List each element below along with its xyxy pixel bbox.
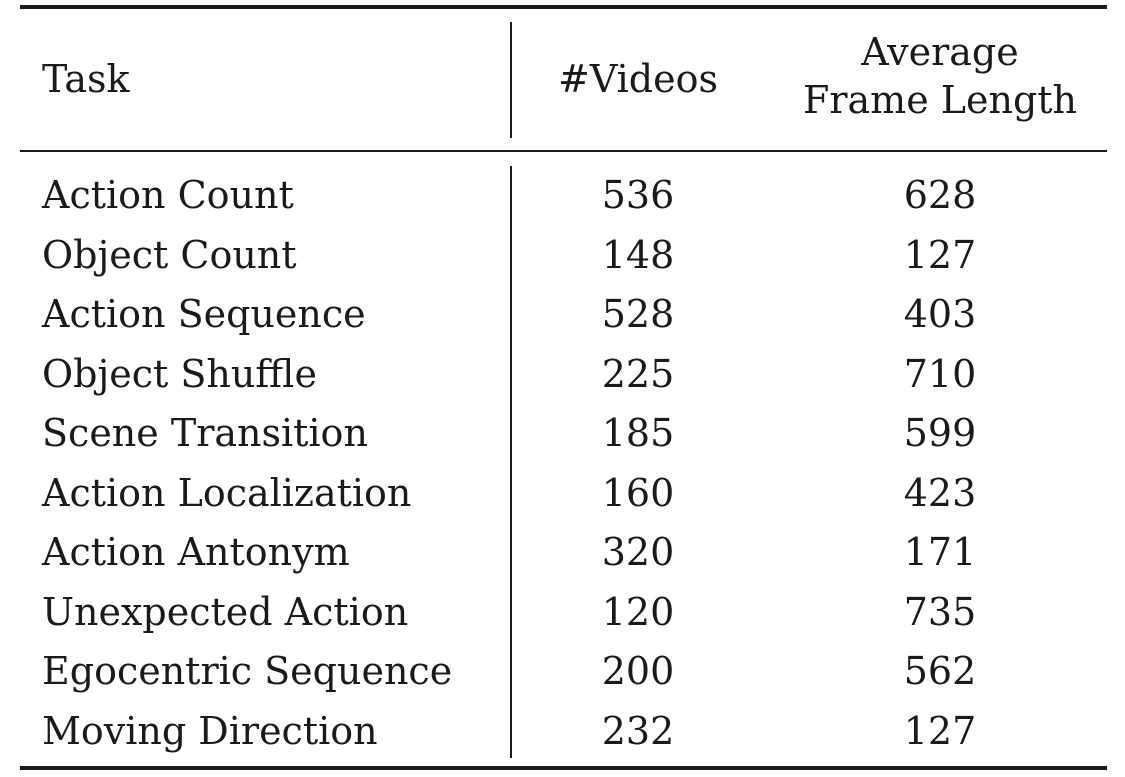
cell-task: Action Sequence — [42, 292, 366, 336]
table-row: Moving Direction 232 127 — [0, 702, 1125, 762]
cell-task: Moving Direction — [42, 708, 378, 753]
bottom-rule — [20, 766, 1107, 770]
header-average-frame-length: Average Frame Length — [780, 28, 1100, 124]
table-row: Action Count 536 628 — [0, 166, 1125, 226]
cell-videos: 160 — [601, 470, 675, 515]
cell-frame-length: 710 — [903, 351, 977, 396]
cell-task: Action Antonym — [42, 530, 350, 574]
cell-frame-length: 735 — [903, 589, 977, 634]
header-frame-line2: Frame Length — [802, 78, 1078, 122]
top-rule — [20, 5, 1107, 9]
body-column-separator — [510, 166, 512, 758]
cell-frame-length: 562 — [903, 649, 977, 693]
cell-videos: 120 — [601, 589, 675, 634]
cell-videos: 320 — [601, 530, 675, 574]
table-row: Unexpected Action 120 735 — [0, 583, 1125, 643]
cell-task: Scene Transition — [42, 411, 368, 455]
cell-videos: 536 — [601, 173, 675, 217]
cell-task: Action Count — [42, 173, 294, 217]
cell-videos: 148 — [601, 232, 675, 277]
cell-task: Unexpected Action — [42, 589, 409, 634]
table-row: Action Antonym 320 171 — [0, 523, 1125, 583]
cell-task: Egocentric Sequence — [42, 649, 453, 693]
header-task: Task — [42, 57, 130, 101]
table-row: Object Shuffle 225 710 — [0, 345, 1125, 405]
cell-frame-length: 423 — [903, 470, 977, 515]
header-frame-line1: Average — [861, 30, 1019, 74]
table-row: Object Count 148 127 — [0, 226, 1125, 286]
cell-task: Action Localization — [42, 470, 412, 515]
table-body: Action Count 536 628 Object Count 148 12… — [0, 166, 1125, 761]
cell-videos: 200 — [601, 649, 675, 693]
cell-task: Object Shuffle — [42, 351, 317, 396]
table-row: Egocentric Sequence 200 562 — [0, 642, 1125, 702]
cell-videos: 528 — [601, 292, 675, 336]
table-row: Action Localization 160 423 — [0, 464, 1125, 524]
cell-videos: 185 — [601, 411, 675, 455]
header-rule — [20, 150, 1107, 152]
cell-task: Object Count — [42, 232, 297, 277]
header-videos: #Videos — [558, 57, 718, 101]
cell-frame-length: 403 — [903, 292, 977, 336]
cell-frame-length: 127 — [903, 232, 977, 277]
cell-frame-length: 127 — [903, 708, 977, 753]
cell-frame-length: 599 — [903, 411, 977, 455]
cell-frame-length: 628 — [903, 173, 977, 217]
table-row: Action Sequence 528 403 — [0, 285, 1125, 345]
cell-videos: 225 — [601, 351, 675, 396]
table-row: Scene Transition 185 599 — [0, 404, 1125, 464]
cell-videos: 232 — [601, 708, 675, 753]
cell-frame-length: 171 — [903, 530, 977, 574]
header-column-separator — [510, 22, 512, 138]
